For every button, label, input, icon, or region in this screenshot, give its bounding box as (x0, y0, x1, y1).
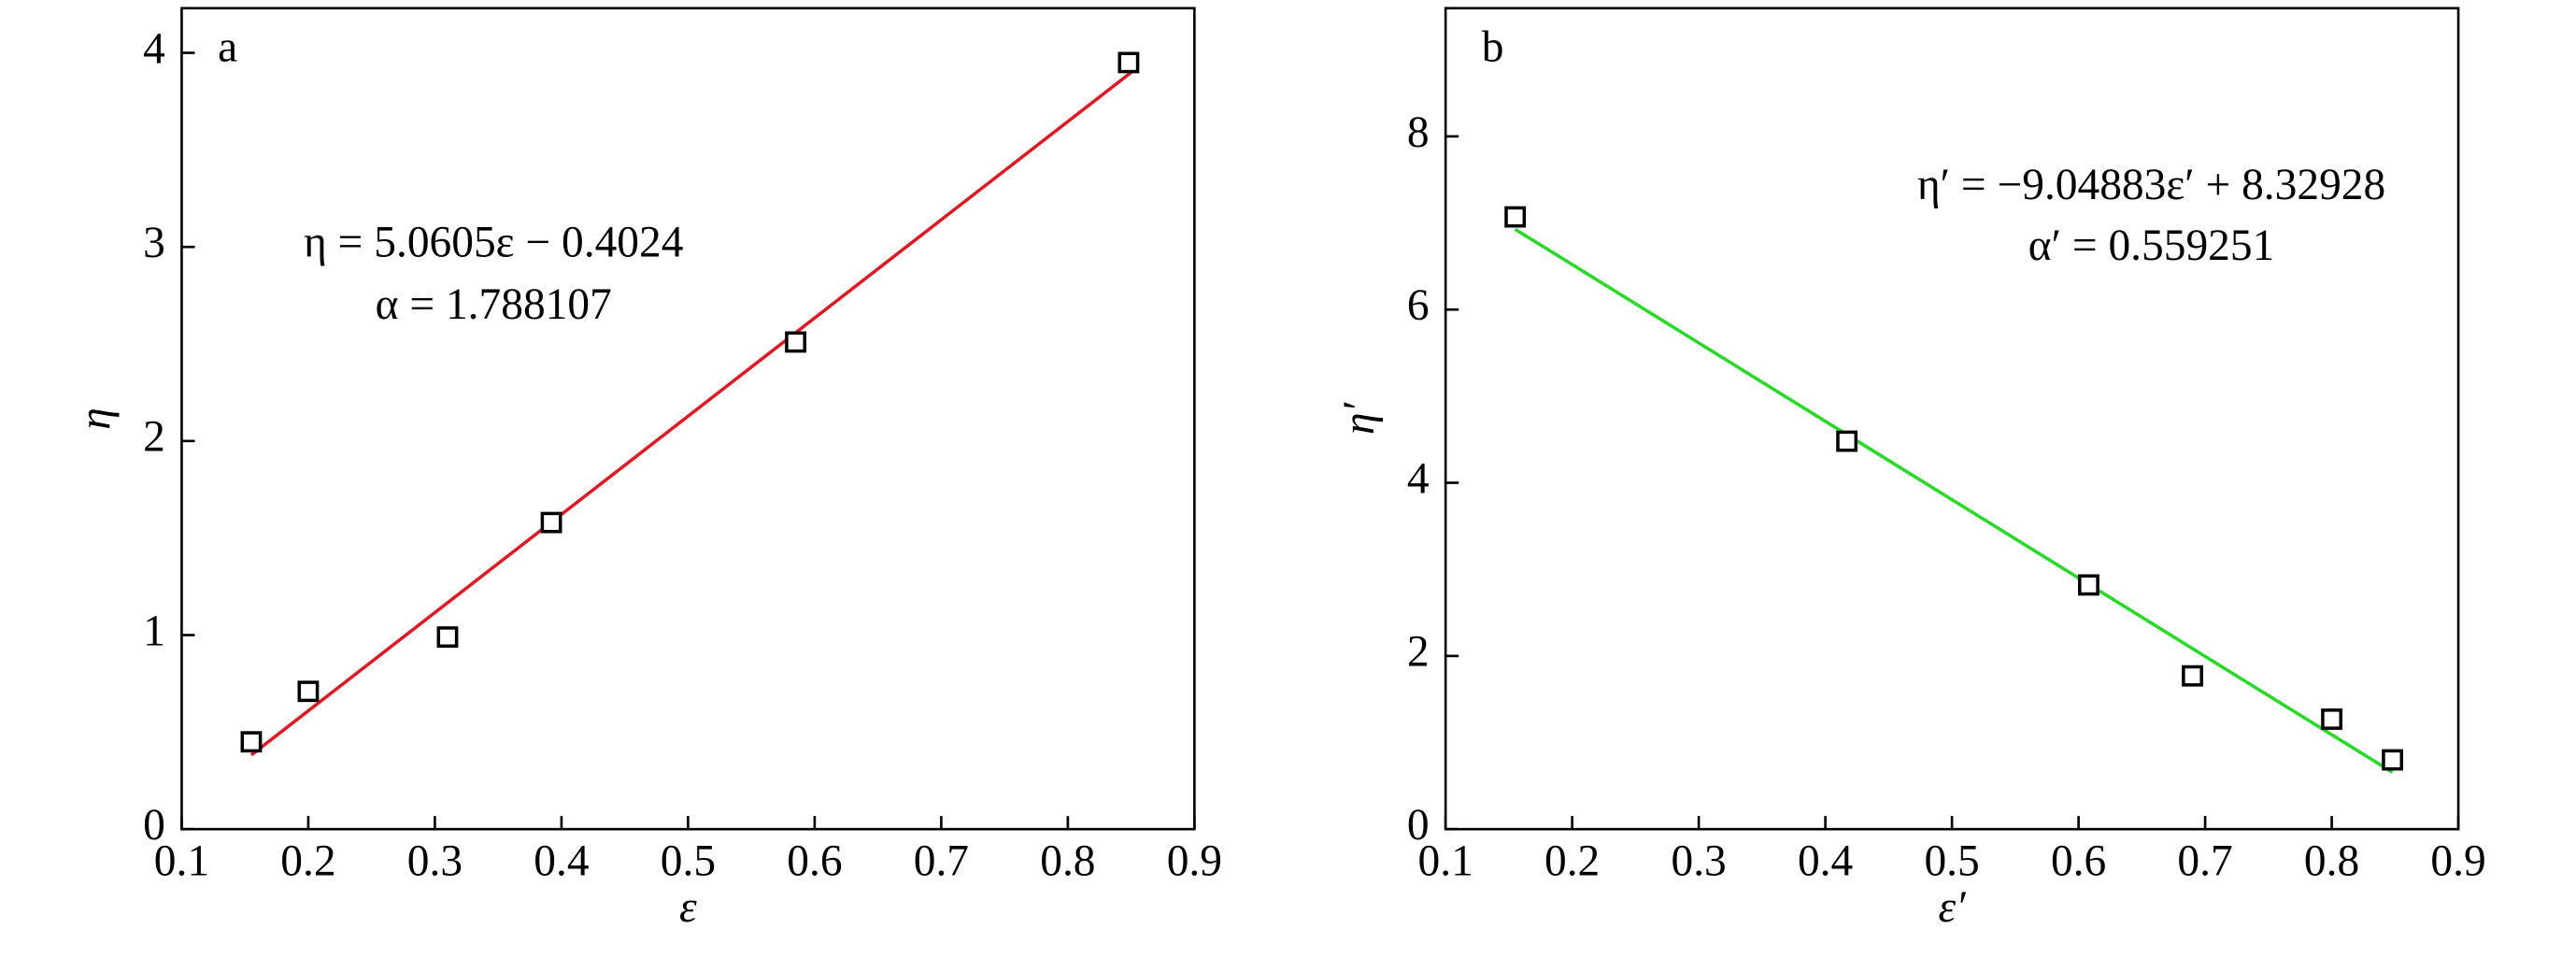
x-tick-label: 0.5 (661, 837, 716, 886)
y-tick-label: 2 (143, 413, 165, 462)
data-point (2321, 708, 2342, 730)
x-tick-label: 0.3 (407, 837, 463, 886)
x-tick-label: 0.1 (1418, 837, 1473, 886)
fit-line (1514, 227, 2394, 774)
panel-label: b (1482, 22, 1504, 71)
y-tick-label: 2 (1407, 628, 1430, 677)
data-point (436, 626, 459, 649)
x-tick-label: 0.5 (1924, 837, 1979, 886)
data-point (2078, 574, 2099, 596)
data-point (785, 331, 806, 353)
x-axis-label: ε′ (1939, 883, 1967, 932)
x-tick-label: 0.1 (154, 837, 209, 886)
x-tick-label: 0.6 (2051, 837, 2106, 886)
annotation: α = 1.788107 (376, 280, 612, 329)
x-tick-label: 0.2 (1544, 837, 1600, 886)
annotation: α′ = 0.559251 (2028, 222, 2275, 270)
x-axis-label: ε (679, 883, 697, 932)
x-tick-label: 0.6 (787, 837, 842, 886)
y-tick-label: 4 (143, 24, 165, 73)
y-axis-label: η (71, 407, 120, 430)
x-tick-label: 0.2 (280, 837, 335, 886)
plot-frame (180, 7, 1196, 831)
y-tick-label: 0 (143, 801, 165, 850)
data-point (1504, 206, 1527, 228)
x-tick-label: 0.4 (1798, 837, 1853, 886)
annotation: η′ = −9.04883ε′ + 8.32928 (1917, 161, 2385, 209)
annotation: η = 5.0605ε − 0.4024 (304, 218, 683, 266)
x-tick-label: 0.9 (2430, 837, 2485, 886)
data-point (297, 680, 320, 703)
x-tick-label: 0.3 (1671, 837, 1726, 886)
y-tick-label: 4 (1407, 454, 1430, 503)
y-tick-label: 1 (143, 607, 165, 655)
data-point (1836, 430, 1858, 452)
data-point (240, 731, 263, 753)
x-tick-label: 0.8 (1040, 837, 1095, 886)
y-tick-label: 8 (1407, 108, 1430, 157)
x-tick-label: 0.8 (2304, 837, 2359, 886)
x-tick-label: 0.7 (2177, 837, 2232, 886)
plot-frame (1444, 7, 2460, 831)
data-point (540, 511, 562, 534)
data-point (1117, 51, 1140, 74)
y-tick-label: 0 (1407, 801, 1430, 850)
data-point (2182, 665, 2203, 687)
y-tick-label: 3 (143, 219, 165, 267)
data-point (2382, 749, 2404, 771)
x-tick-label: 0.4 (534, 837, 589, 886)
y-tick-label: 6 (1407, 281, 1430, 330)
panel-label: a (218, 22, 237, 71)
x-tick-label: 0.7 (914, 837, 969, 886)
y-axis-label: η′ (1335, 402, 1384, 435)
fit-line (249, 71, 1132, 757)
x-tick-label: 0.9 (1167, 837, 1222, 886)
